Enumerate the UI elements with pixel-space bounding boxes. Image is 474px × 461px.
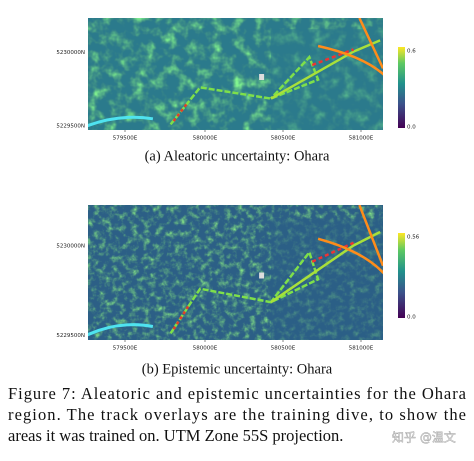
track-highlight	[172, 101, 190, 122]
x-tick-label: 581000E	[349, 346, 374, 352]
y-tick-label: 5229500N	[56, 123, 85, 129]
colorbar-label: 0.56	[407, 235, 420, 241]
x-tick-label: 581000E	[349, 136, 374, 142]
track	[169, 54, 320, 126]
x-tick-label: 580000E	[193, 346, 218, 352]
track-highlight	[311, 48, 354, 67]
track	[169, 249, 320, 334]
figure-caption-line: Figure 7: Aleatoric and epistemic uncert…	[8, 384, 467, 403]
y-tick-label: 5230000N	[56, 244, 85, 250]
track-orange	[317, 205, 383, 275]
x-tick-label: 580500E	[271, 136, 296, 142]
subfigure: 5230000N 5229500N 579500E 580000E 580500E 581…	[56, 205, 420, 377]
colorbar-label: 0.6	[407, 49, 416, 55]
colorbar	[398, 47, 405, 128]
subfigure-caption: (a) Aleatoric uncertainty: Ohara	[145, 148, 330, 164]
figure-caption-line: areas it was trained on. UTM Zone 55S pr…	[8, 426, 343, 445]
track-highlight	[311, 241, 355, 263]
marker	[259, 74, 265, 80]
map-image	[88, 205, 383, 340]
marker	[259, 272, 265, 279]
map-image	[88, 18, 383, 130]
x-tick-label: 580500E	[271, 346, 296, 352]
x-tick-label: 579500E	[113, 136, 138, 142]
colorbar-label: 0.0	[407, 125, 416, 131]
track-orange	[317, 18, 383, 76]
subfigure: 5230000N 5229500N 579500E 580000E 580500E 581…	[56, 18, 416, 164]
track-highlight	[172, 305, 190, 330]
figure-caption-line: region. The track overlays are the train…	[8, 405, 466, 424]
y-tick-label: 5230000N	[56, 50, 85, 56]
x-tick-label: 579500E	[113, 346, 138, 352]
track-cyan	[88, 115, 154, 128]
panels: 5230000N 5229500N 579500E 580000E 580500E 581…	[56, 18, 420, 377]
watermark: 知乎 @温文	[392, 430, 456, 445]
track-cyan	[88, 323, 154, 337]
subfigure-caption: (b) Epistemic uncertainty: Ohara	[142, 361, 333, 377]
x-tick-label: 580000E	[193, 136, 218, 142]
y-tick-label: 5229500N	[56, 333, 85, 339]
colorbar-label: 0.0	[407, 315, 416, 321]
colorbar	[398, 233, 405, 318]
